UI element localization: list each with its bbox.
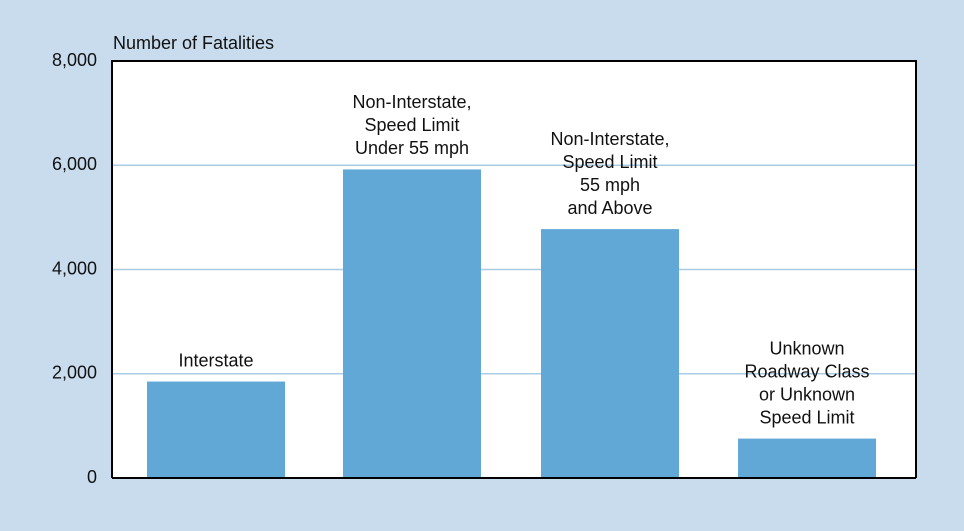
bar (343, 169, 481, 479)
category-label: Under 55 mph (355, 138, 469, 158)
bars (147, 169, 876, 479)
category-label: or Unknown (759, 384, 855, 404)
y-tick-label: 0 (87, 467, 97, 487)
frame (111, 60, 917, 478)
bar (541, 229, 679, 478)
category-label: Speed Limit (364, 115, 459, 135)
category-label: Non-Interstate, (352, 92, 471, 112)
category-label: Unknown (769, 338, 844, 358)
y-tick-label: 2,000 (52, 363, 97, 383)
axis-title: Number of Fatalities (113, 33, 274, 53)
bar (147, 381, 285, 478)
category-label: Speed Limit (759, 407, 854, 427)
y-tick-label: 6,000 (52, 154, 97, 174)
category-label: Non-Interstate, (550, 129, 669, 149)
y-tick-label: 8,000 (52, 50, 97, 70)
category-label: 55 mph (580, 175, 640, 195)
y-tick-label: 4,000 (52, 258, 97, 278)
category-label: Speed Limit (562, 152, 657, 172)
bar (738, 438, 876, 478)
category-label: Interstate (178, 350, 253, 370)
category-label: and Above (567, 198, 652, 218)
category-label: Roadway Class (744, 361, 869, 381)
